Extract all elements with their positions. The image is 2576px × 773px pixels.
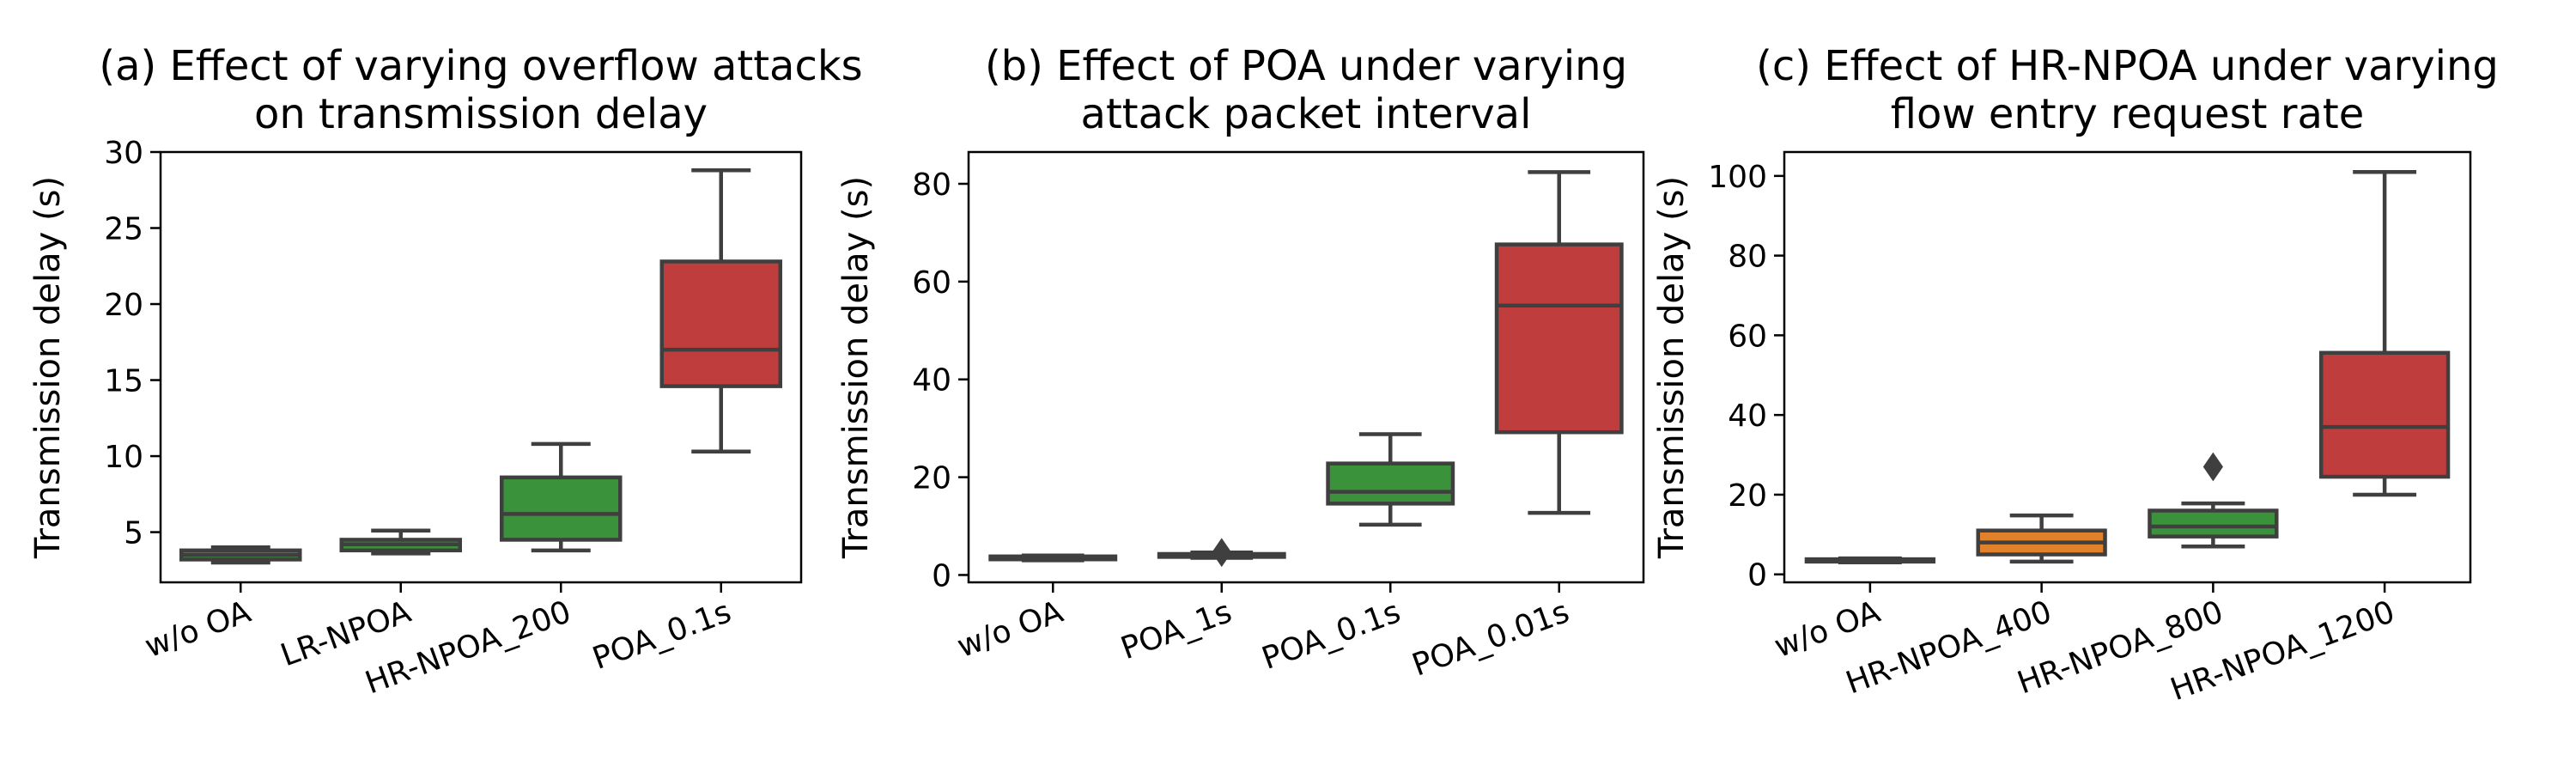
box-hr-npoa-800 (2148, 452, 2279, 549)
x-tick-label: w/o OA (141, 594, 256, 665)
box-body (2148, 508, 2279, 539)
x-tick-label: POA_0.01s (1407, 594, 1573, 684)
chart-title-line-1: (c) Effect of HR-NPOA under varying (1756, 42, 2499, 90)
y-tick-label: 20 (912, 461, 951, 496)
y-axis-label: Transmission delay (s) (28, 176, 68, 559)
box-poa-0-1s (659, 167, 783, 454)
box-body (1494, 242, 1624, 435)
chart-title-line-2: attack packet interval (1081, 90, 1532, 138)
y-tick-label: 80 (1728, 240, 1767, 275)
box-lr-npoa (339, 528, 463, 556)
y-tick-label: 25 (104, 212, 143, 247)
y-tick-label: 40 (1728, 399, 1767, 434)
chart-title-line-2: flow entry request rate (1891, 90, 2365, 138)
box-poa-0-01s (1494, 170, 1624, 515)
y-tick-label: 15 (104, 364, 143, 399)
box-hr-npoa-200 (499, 441, 623, 553)
x-tick-label: w/o OA (1770, 594, 1885, 665)
y-tick-label: 20 (1728, 478, 1767, 514)
box-body (499, 475, 623, 542)
box-hr-npoa-1200 (2318, 169, 2451, 497)
x-tick-label: POA_0.1s (588, 594, 736, 677)
y-axis-label: Transmission delay (s) (1652, 176, 1692, 559)
y-tick-label: 30 (104, 136, 143, 171)
x-tick-label: POA_1s (1116, 594, 1236, 666)
box-poa-0-1s (1326, 432, 1455, 527)
y-tick-label: 5 (124, 516, 143, 551)
chart-title-line-1: (a) Effect of varying overflow attacks (99, 42, 862, 90)
box-body (1326, 461, 1455, 506)
plot-frame (967, 150, 1645, 584)
chart-title-line-1: (b) Effect of POA under varying (985, 42, 1627, 90)
y-tick-label: 80 (912, 167, 951, 203)
chart-title-line-2: on transmission delay (254, 90, 708, 138)
y-tick-label: 60 (1728, 319, 1767, 354)
y-tick-label: 10 (104, 440, 143, 475)
box-w-o-oa (988, 553, 1118, 563)
x-tick-label: w/o OA (953, 594, 1068, 665)
y-tick-label: 0 (932, 558, 951, 593)
outlier-marker (1212, 538, 1232, 568)
box-poa-1s (1157, 538, 1286, 568)
y-tick-label: 100 (1708, 160, 1767, 195)
box-body (659, 259, 783, 388)
plot-frame (159, 150, 803, 584)
outlier-marker (2202, 452, 2223, 482)
box-hr-npoa-400 (1976, 513, 2107, 564)
box-body (2318, 350, 2451, 479)
y-tick-label: 60 (912, 265, 951, 301)
box-w-o-oa (1804, 556, 1936, 565)
y-tick-label: 40 (912, 363, 951, 399)
x-tick-label: POA_0.1s (1257, 594, 1405, 677)
chart-panel-1: (a) Effect of varying overflow attackson… (28, 42, 863, 701)
box-w-o-oa (179, 545, 302, 565)
y-tick-label: 20 (104, 288, 143, 323)
y-axis-label: Transmission delay (s) (836, 176, 876, 559)
plot-frame (1783, 150, 2472, 584)
chart-panel-3: (c) Effect of HR-NPOA under varyingflow … (1652, 42, 2499, 708)
y-tick-label: 0 (1747, 558, 1767, 593)
